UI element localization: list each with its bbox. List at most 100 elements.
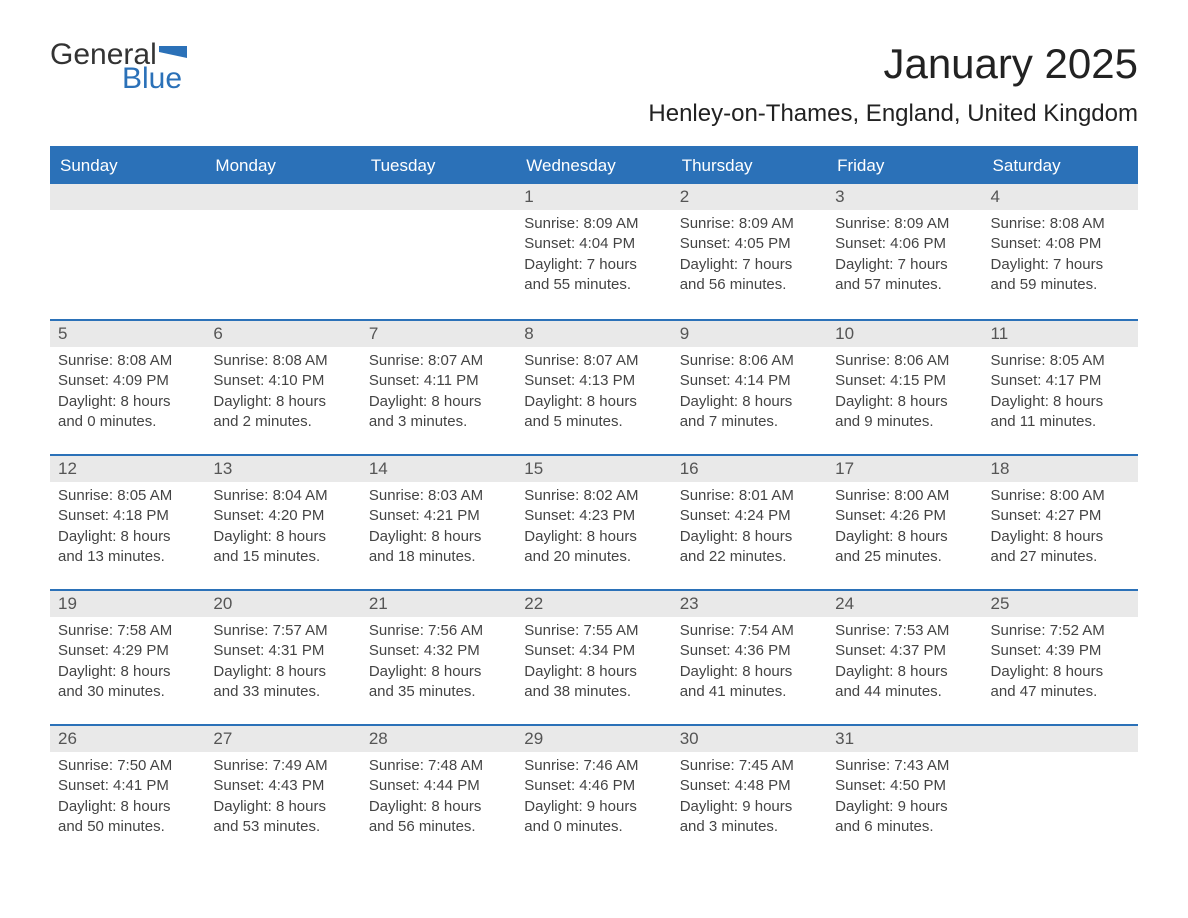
header: General Blue January 2025 Henley-on-Tham… [50,40,1138,136]
day-daylight2: and 57 minutes. [835,275,974,295]
dayheader-mon: Monday [205,148,360,184]
day-daylight1: Daylight: 8 hours [524,392,663,412]
day-sunrise: Sunrise: 7:45 AM [680,756,819,776]
day-content: Sunrise: 8:06 AMSunset: 4:14 PMDaylight:… [672,347,827,440]
day-number: 1 [516,184,671,210]
day-sunset: Sunset: 4:34 PM [524,641,663,661]
day-number: 10 [827,321,982,347]
day-daylight2: and 47 minutes. [991,682,1130,702]
day-cell: 17Sunrise: 8:00 AMSunset: 4:26 PMDayligh… [827,456,982,589]
day-sunrise: Sunrise: 8:09 AM [680,214,819,234]
logo: General Blue [50,40,187,94]
day-sunrise: Sunrise: 8:06 AM [835,351,974,371]
week-row: 5Sunrise: 8:08 AMSunset: 4:09 PMDaylight… [50,319,1138,454]
day-content: Sunrise: 8:00 AMSunset: 4:27 PMDaylight:… [983,482,1138,575]
day-number: 26 [50,726,205,752]
day-daylight2: and 9 minutes. [835,412,974,432]
day-sunrise: Sunrise: 7:48 AM [369,756,508,776]
day-daylight1: Daylight: 8 hours [680,392,819,412]
day-sunset: Sunset: 4:18 PM [58,506,197,526]
day-content: Sunrise: 7:56 AMSunset: 4:32 PMDaylight:… [361,617,516,710]
day-cell: 21Sunrise: 7:56 AMSunset: 4:32 PMDayligh… [361,591,516,724]
day-content: Sunrise: 7:58 AMSunset: 4:29 PMDaylight:… [50,617,205,710]
day-cell: 27Sunrise: 7:49 AMSunset: 4:43 PMDayligh… [205,726,360,859]
day-sunset: Sunset: 4:05 PM [680,234,819,254]
day-sunrise: Sunrise: 8:01 AM [680,486,819,506]
dayheader-fri: Friday [827,148,982,184]
day-cell: 5Sunrise: 8:08 AMSunset: 4:09 PMDaylight… [50,321,205,454]
day-content: Sunrise: 7:45 AMSunset: 4:48 PMDaylight:… [672,752,827,845]
day-daylight1: Daylight: 7 hours [680,255,819,275]
dayheader-sat: Saturday [983,148,1138,184]
day-sunset: Sunset: 4:31 PM [213,641,352,661]
week-row: 12Sunrise: 8:05 AMSunset: 4:18 PMDayligh… [50,454,1138,589]
day-daylight1: Daylight: 8 hours [991,527,1130,547]
location: Henley-on-Thames, England, United Kingdo… [648,100,1138,128]
day-content: Sunrise: 7:49 AMSunset: 4:43 PMDaylight:… [205,752,360,845]
day-content: Sunrise: 7:53 AMSunset: 4:37 PMDaylight:… [827,617,982,710]
day-daylight1: Daylight: 8 hours [213,392,352,412]
day-daylight2: and 41 minutes. [680,682,819,702]
day-daylight1: Daylight: 8 hours [369,662,508,682]
day-daylight2: and 56 minutes. [369,817,508,837]
day-cell: 19Sunrise: 7:58 AMSunset: 4:29 PMDayligh… [50,591,205,724]
day-number: 9 [672,321,827,347]
day-sunrise: Sunrise: 7:58 AM [58,621,197,641]
day-sunset: Sunset: 4:32 PM [369,641,508,661]
day-sunset: Sunset: 4:44 PM [369,776,508,796]
day-sunrise: Sunrise: 7:50 AM [58,756,197,776]
day-number: 27 [205,726,360,752]
day-daylight1: Daylight: 8 hours [213,797,352,817]
day-daylight2: and 0 minutes. [58,412,197,432]
day-cell: 8Sunrise: 8:07 AMSunset: 4:13 PMDaylight… [516,321,671,454]
day-daylight2: and 33 minutes. [213,682,352,702]
day-sunrise: Sunrise: 8:00 AM [835,486,974,506]
day-content: Sunrise: 7:48 AMSunset: 4:44 PMDaylight:… [361,752,516,845]
day-daylight1: Daylight: 8 hours [369,392,508,412]
day-number: 8 [516,321,671,347]
day-daylight1: Daylight: 8 hours [58,662,197,682]
day-cell [205,184,360,319]
day-sunset: Sunset: 4:04 PM [524,234,663,254]
day-sunset: Sunset: 4:20 PM [213,506,352,526]
day-sunset: Sunset: 4:27 PM [991,506,1130,526]
day-cell: 31Sunrise: 7:43 AMSunset: 4:50 PMDayligh… [827,726,982,859]
day-content: Sunrise: 7:52 AMSunset: 4:39 PMDaylight:… [983,617,1138,710]
day-content: Sunrise: 8:08 AMSunset: 4:10 PMDaylight:… [205,347,360,440]
day-content: Sunrise: 7:46 AMSunset: 4:46 PMDaylight:… [516,752,671,845]
day-sunset: Sunset: 4:39 PM [991,641,1130,661]
day-sunrise: Sunrise: 7:56 AM [369,621,508,641]
day-number: 16 [672,456,827,482]
day-cell: 26Sunrise: 7:50 AMSunset: 4:41 PMDayligh… [50,726,205,859]
day-content: Sunrise: 8:08 AMSunset: 4:09 PMDaylight:… [50,347,205,440]
day-daylight2: and 7 minutes. [680,412,819,432]
day-daylight2: and 38 minutes. [524,682,663,702]
title-block: January 2025 Henley-on-Thames, England, … [648,40,1138,136]
day-number: 11 [983,321,1138,347]
day-sunrise: Sunrise: 8:04 AM [213,486,352,506]
day-cell: 15Sunrise: 8:02 AMSunset: 4:23 PMDayligh… [516,456,671,589]
day-sunrise: Sunrise: 8:09 AM [524,214,663,234]
day-number: 2 [672,184,827,210]
day-daylight2: and 3 minutes. [369,412,508,432]
day-sunset: Sunset: 4:29 PM [58,641,197,661]
day-cell: 10Sunrise: 8:06 AMSunset: 4:15 PMDayligh… [827,321,982,454]
day-number: 19 [50,591,205,617]
day-cell: 28Sunrise: 7:48 AMSunset: 4:44 PMDayligh… [361,726,516,859]
day-number: 3 [827,184,982,210]
day-number [361,184,516,210]
day-sunrise: Sunrise: 8:05 AM [991,351,1130,371]
day-sunset: Sunset: 4:14 PM [680,371,819,391]
day-number: 24 [827,591,982,617]
day-sunrise: Sunrise: 7:43 AM [835,756,974,776]
day-sunrise: Sunrise: 7:54 AM [680,621,819,641]
day-number: 17 [827,456,982,482]
day-sunset: Sunset: 4:21 PM [369,506,508,526]
day-sunrise: Sunrise: 8:08 AM [58,351,197,371]
day-number: 20 [205,591,360,617]
day-number: 31 [827,726,982,752]
day-content: Sunrise: 8:06 AMSunset: 4:15 PMDaylight:… [827,347,982,440]
day-daylight1: Daylight: 8 hours [213,662,352,682]
day-daylight2: and 6 minutes. [835,817,974,837]
day-sunrise: Sunrise: 8:02 AM [524,486,663,506]
